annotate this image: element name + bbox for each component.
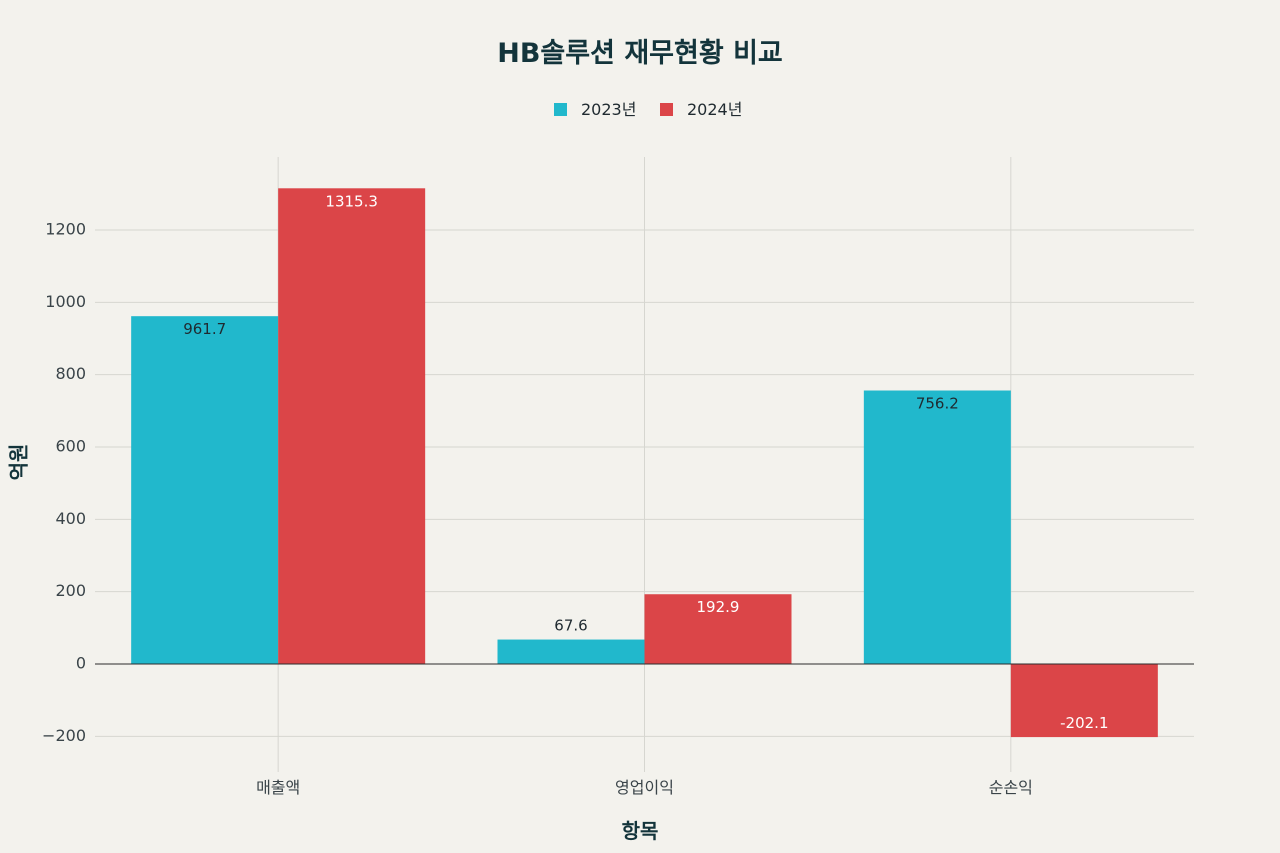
legend-label: 2024년 [687,100,742,119]
x-axis-title: 항목 [622,819,659,843]
bars-layer [131,188,1158,738]
y-tick-label: 400 [55,509,86,528]
x-axis-ticks: 매출액 영업이익 순손익 [256,778,1033,797]
data-label: -202.1 [1060,714,1108,732]
legend[interactable]: 2023년 2024년 [554,100,742,119]
bar [863,390,1011,664]
y-tick-label: 200 [55,581,86,600]
y-tick-label: 600 [55,437,86,456]
data-label: 1315.3 [325,192,378,210]
y-tick-label: −200 [42,726,86,745]
data-label: 756.2 [916,395,959,413]
y-tick-label: 0 [76,654,86,673]
x-tick-label: 순손익 [989,778,1033,797]
legend-swatch [554,103,567,116]
bar [497,639,645,664]
x-tick-label: 매출액 [256,778,300,797]
y-tick-label: 1000 [45,292,86,311]
data-label: 67.6 [554,617,587,635]
y-tick-label: 1200 [45,220,86,239]
y-axis-ticks: −200 0 200 400 600 800 1000 1200 [42,220,86,745]
labels-layer: 961.7 67.6 756.2 1315.3 192.9 -202.1 [183,192,1108,732]
chart-title: HB솔루션 재무현황 비교 [497,38,783,69]
data-label: 192.9 [697,598,740,616]
bar [1010,664,1158,738]
data-label: 961.7 [183,320,226,338]
bar [131,316,279,664]
bar [278,188,426,664]
y-axis-title: 억원 [7,444,31,481]
bar [644,594,792,664]
y-tick-label: 800 [55,364,86,383]
legend-swatch [660,103,673,116]
x-tick-label: 영업이익 [615,778,674,797]
legend-label: 2023년 [581,100,636,119]
